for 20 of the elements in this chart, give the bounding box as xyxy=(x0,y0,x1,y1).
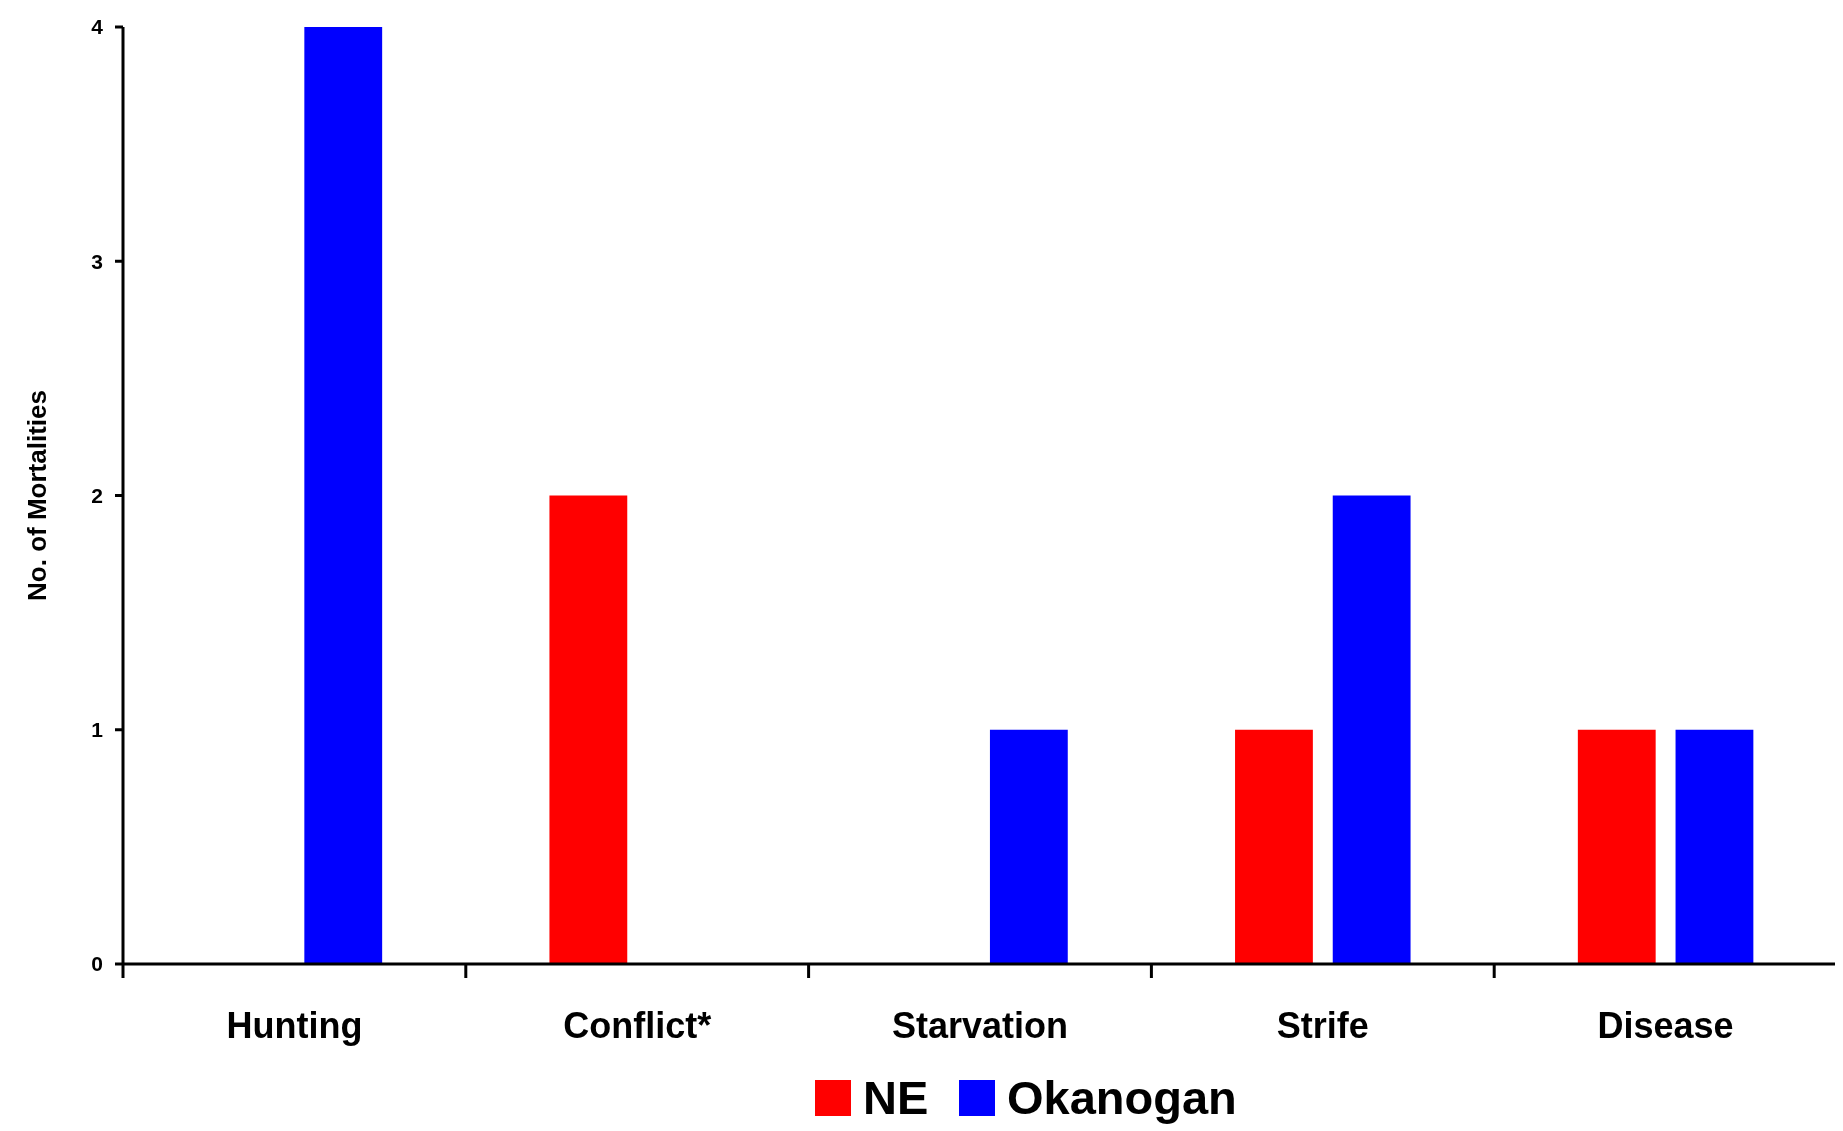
x-tick-label: Conflict* xyxy=(563,1005,712,1046)
x-tick-label: Hunting xyxy=(226,1005,363,1046)
bar xyxy=(1675,729,1754,964)
y-axis-title: No. of Mortalities xyxy=(22,390,52,601)
legend-label: NE xyxy=(863,1071,929,1124)
bar xyxy=(1235,729,1313,964)
y-tick-label: 0 xyxy=(91,952,103,976)
bar xyxy=(1332,495,1411,964)
x-tick-label: Strife xyxy=(1276,1005,1369,1046)
legend-label: Okanogan xyxy=(1007,1071,1237,1124)
bar xyxy=(989,729,1068,964)
y-tick-label: 3 xyxy=(91,249,103,273)
y-tick-label: 2 xyxy=(91,483,103,507)
y-tick-label: 1 xyxy=(91,718,104,742)
bar xyxy=(549,495,628,964)
x-tick-label: Starvation xyxy=(891,1005,1069,1046)
bar xyxy=(1577,729,1656,964)
x-tick-label: Disease xyxy=(1597,1005,1734,1046)
y-tick-label: 4 xyxy=(91,15,104,39)
bar xyxy=(304,27,383,964)
